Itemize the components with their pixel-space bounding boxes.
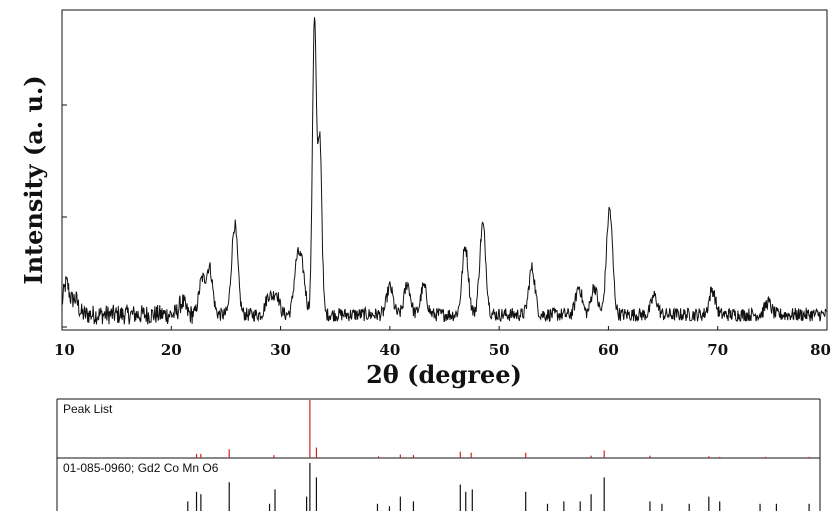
xrd-pattern-line xyxy=(61,17,828,325)
x-axis-tick-labels: 10 20 30 40 50 60 70 80 xyxy=(54,326,831,359)
x-tick-label: 10 xyxy=(54,341,75,359)
peak-list-sticks xyxy=(195,400,810,458)
x-tick-label: 30 xyxy=(270,341,291,359)
main-pattern-panel: 10 20 30 40 50 60 70 80 2θ (degree) Intensity (… xyxy=(19,9,831,389)
x-tick-label: 80 xyxy=(810,341,831,359)
main-plot-frame xyxy=(61,9,828,331)
x-tick-label: 60 xyxy=(598,341,619,359)
y-axis-ticks xyxy=(62,104,67,328)
x-tick-label: 70 xyxy=(707,341,728,359)
y-axis-title: Intensity (a. u.) xyxy=(19,75,48,284)
x-axis-title: 2θ (degree) xyxy=(366,360,522,389)
reference-card-label: 01-085-0960; Gd2 Co Mn O6 xyxy=(63,461,219,475)
peak-list-label: Peak List xyxy=(63,402,113,416)
reference-sticks xyxy=(187,463,810,511)
reference-panel: Peak List 01-085-0960; Gd2 Co Mn O6 xyxy=(56,398,821,511)
x-tick-label: 20 xyxy=(161,341,182,359)
x-tick-label: 40 xyxy=(379,341,400,359)
x-tick-label: 50 xyxy=(489,341,510,359)
